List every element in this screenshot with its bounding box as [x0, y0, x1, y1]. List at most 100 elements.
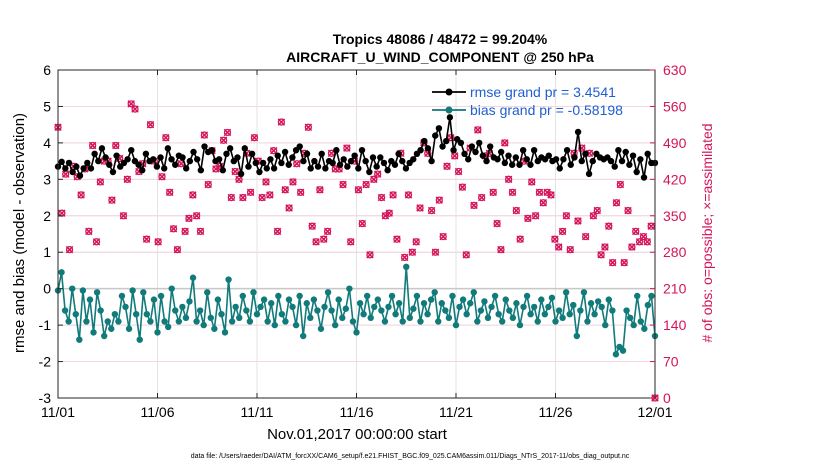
obs-possible-marker [250, 134, 259, 142]
obs-assimilated-marker [516, 235, 524, 243]
obs-possible-marker [308, 222, 316, 230]
obs-point [296, 188, 305, 197]
rmse-point [307, 165, 314, 172]
obs-possible-marker [304, 123, 313, 131]
rmse-point [512, 154, 520, 161]
obs-point [235, 175, 243, 184]
obs-point [400, 253, 409, 262]
bias-point [602, 321, 609, 329]
obs-assimilated-marker [512, 206, 521, 215]
obs-possible-marker [489, 188, 497, 196]
obs-possible-marker [493, 219, 501, 228]
x-tick-label: 11/21 [439, 404, 473, 420]
obs-point [535, 188, 544, 197]
obs-assimilated-marker [524, 214, 532, 223]
obs-assimilated-marker [416, 204, 424, 212]
obs-assimilated-marker [462, 251, 471, 259]
bias-point [584, 318, 591, 325]
legend-rmse-label: rmse grand pr = 3.4541 [470, 84, 616, 100]
obs-point [354, 186, 363, 194]
obs-point [474, 126, 482, 134]
obs-possible-marker [354, 186, 363, 194]
rmse-point [109, 168, 117, 176]
rmse-point [150, 156, 157, 163]
bias-point [232, 303, 239, 311]
bias-point [321, 303, 328, 311]
obs-possible-marker [366, 251, 374, 259]
rmse-point [516, 161, 523, 168]
obs-point [389, 191, 397, 199]
bias-point [250, 289, 257, 296]
obs-assimilated-marker [200, 131, 209, 139]
rmse-point [574, 128, 582, 136]
obs-assimilated-marker [439, 232, 447, 241]
obs-possible-marker [258, 193, 266, 202]
obs-possible-marker [385, 209, 393, 217]
rmse-point [322, 165, 329, 172]
obs-possible-marker [497, 245, 505, 254]
bias-point [488, 303, 495, 311]
bias-point [143, 310, 151, 318]
obs-assimilated-marker [470, 201, 478, 210]
obs-point [450, 152, 459, 160]
obs-assimilated-marker [385, 209, 393, 217]
obs-assimilated-marker [85, 227, 93, 236]
bias-point [587, 300, 595, 307]
bias-point [530, 303, 538, 311]
obs-point [373, 170, 382, 178]
obs-assimilated-marker [308, 222, 316, 230]
bias-point [545, 303, 552, 311]
bias-point [161, 318, 168, 325]
rmse-point [106, 161, 113, 168]
obs-assimilated-marker [443, 162, 451, 171]
y2-tick-label: 350 [663, 208, 687, 224]
obs-possible-marker [458, 183, 467, 191]
rmse-point [344, 163, 351, 170]
obs-point [196, 227, 205, 236]
bias-point [452, 321, 460, 329]
obs-possible-marker [231, 167, 239, 176]
rmse-point [259, 159, 267, 167]
obs-assimilated-marker [605, 222, 613, 230]
obs-point [358, 219, 367, 228]
y2-tick-label: 630 [663, 62, 687, 78]
bias-point [598, 303, 605, 311]
obs-assimilated-marker [389, 191, 397, 199]
rmse-point [179, 154, 186, 161]
bias-point [260, 296, 268, 303]
obs-assimilated-marker [427, 206, 436, 215]
obs-point [547, 191, 555, 199]
obs-possible-marker [628, 243, 636, 251]
bias-point [609, 307, 616, 314]
obs-assimilated-marker [458, 183, 467, 191]
rmse-point [76, 172, 84, 179]
bias-point [186, 298, 193, 305]
obs-point [632, 227, 640, 236]
obs-assimilated-marker [501, 139, 509, 147]
obs-possible-marker [597, 251, 605, 259]
obs-assimilated-marker [381, 212, 390, 220]
obs-assimilated-marker [192, 212, 201, 220]
bias-point [648, 292, 655, 300]
obs-assimilated-marker [223, 128, 232, 137]
bias-point [577, 307, 584, 314]
bias-point [275, 292, 282, 300]
bias-point [417, 318, 424, 325]
rmse-point [102, 154, 109, 161]
bias-point [108, 325, 115, 332]
obs-assimilated-marker [608, 258, 617, 267]
bias-point [520, 303, 527, 311]
bias-point [168, 285, 175, 292]
obs-point [443, 162, 451, 171]
obs-possible-marker [92, 238, 101, 246]
rmse-point [505, 152, 512, 159]
rmse-point [248, 150, 256, 158]
rmse-point [186, 157, 194, 165]
obs-possible-marker [204, 180, 212, 189]
bias-point [509, 314, 517, 322]
bias-point [363, 292, 371, 300]
rmse-point [113, 152, 120, 159]
bias-point [506, 307, 513, 314]
bias-point [644, 301, 652, 309]
obs-possible-marker [589, 212, 598, 220]
